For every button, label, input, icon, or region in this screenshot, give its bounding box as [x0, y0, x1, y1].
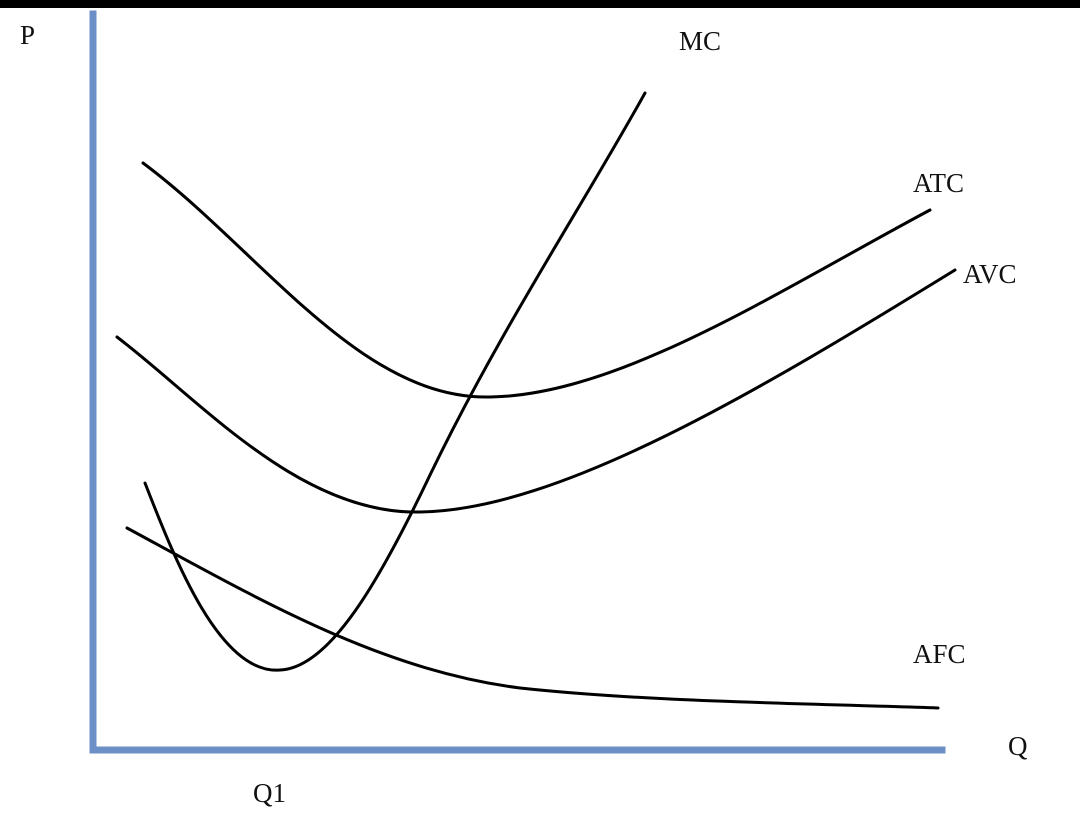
y-axis-label: P: [20, 20, 35, 50]
curve-label: ATC: [913, 168, 964, 198]
avc-curve: [115, 268, 957, 514]
afc-curve: [125, 526, 940, 710]
top-bar: [0, 0, 1080, 8]
x-axis-label: Q: [1008, 731, 1028, 761]
curve-label: MC: [679, 26, 721, 56]
atc-curve: [141, 161, 932, 399]
mc-curve: [143, 91, 647, 672]
x-marker-label: Q1: [253, 778, 286, 808]
curve-label: AFC: [913, 639, 966, 669]
curve-label: AVC: [963, 259, 1017, 289]
